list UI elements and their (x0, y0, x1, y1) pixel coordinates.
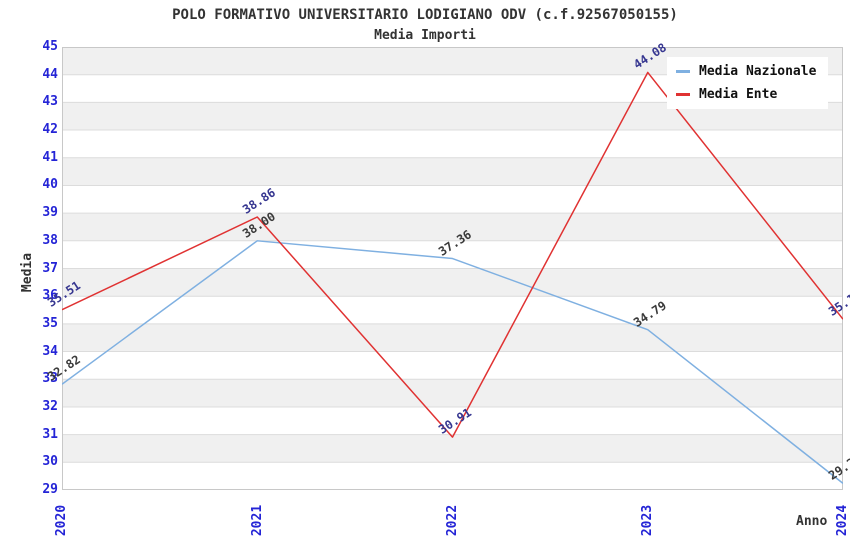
legend-swatch-nazionale (676, 70, 690, 73)
y-tick-label: 38 (42, 232, 58, 248)
y-tick-label: 40 (42, 177, 58, 193)
legend-item-media-ente: Media Ente (676, 87, 816, 102)
legend-label: Media Ente (699, 87, 778, 102)
series-line-media-ente (62, 71, 843, 438)
y-tick-label: 29 (42, 482, 58, 497)
x-tick-label: 2021 (249, 504, 265, 536)
legend-label: Media Nazionale (699, 64, 817, 79)
x-tick-label: 2024 (835, 504, 850, 536)
chart-title: POLO FORMATIVO UNIVERSITARIO LODIGIANO O… (172, 7, 678, 23)
x-tick-label: 2020 (54, 504, 70, 536)
y-tick-label: 36 (42, 288, 58, 304)
y-tick-label: 37 (42, 260, 58, 276)
y-tick-label: 34 (42, 343, 58, 359)
y-tick-label: 30 (42, 454, 58, 470)
y-tick-label: 42 (42, 122, 58, 138)
y-tick-label: 35 (42, 315, 58, 331)
y-tick-label: 33 (42, 371, 58, 387)
y-tick-label: 32 (42, 398, 58, 414)
y-tick-label: 43 (42, 94, 58, 110)
x-axis-title: Anno (796, 514, 828, 529)
y-tick-label: 45 (42, 39, 58, 54)
y-tick-label: 39 (42, 205, 58, 221)
legend-item-media-nazionale: Media Nazionale (676, 64, 816, 79)
series-line-media-nazionale (62, 240, 843, 484)
x-tick-label: 2022 (445, 504, 460, 536)
y-tick-label: 41 (42, 149, 58, 165)
chart-subtitle: Media Importi (374, 28, 476, 43)
y-tick-label: 44 (42, 66, 58, 82)
y-tick-label: 31 (42, 426, 58, 442)
legend-swatch-ente (676, 93, 690, 96)
legend: Media Nazionale Media Ente (667, 57, 829, 109)
x-tick-label: 2023 (640, 504, 656, 536)
